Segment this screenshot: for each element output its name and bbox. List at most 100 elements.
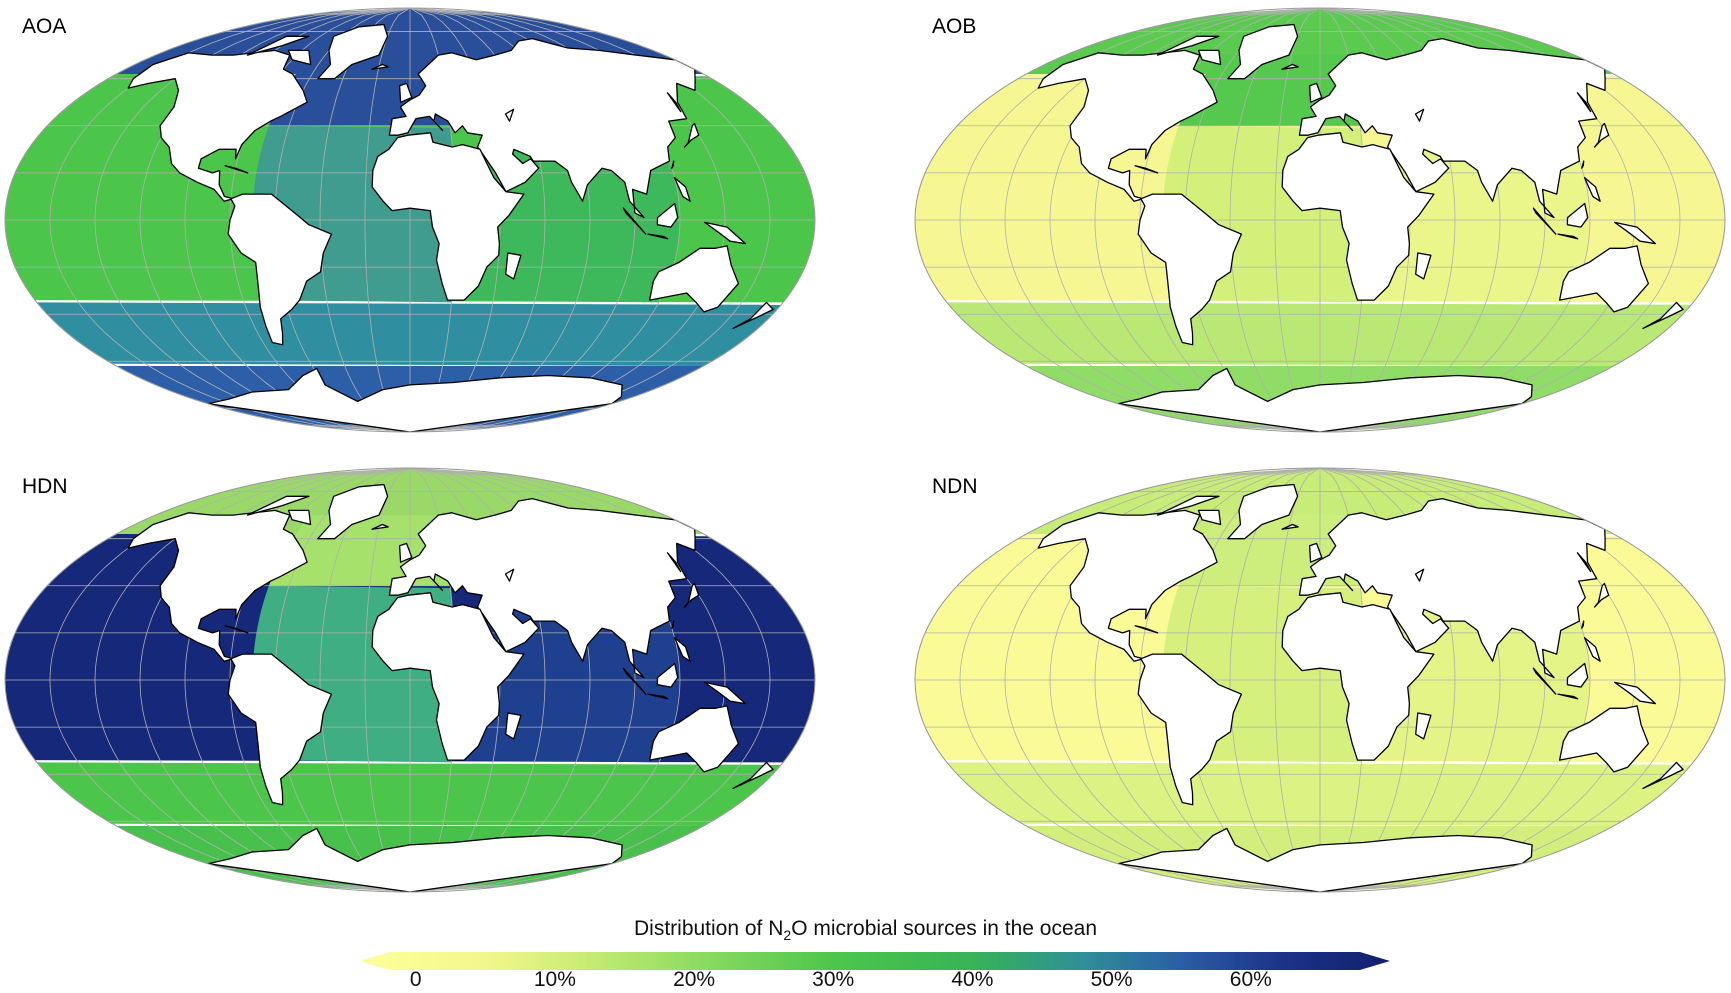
island — [1156, 495, 1220, 516]
island — [246, 495, 310, 516]
island — [647, 233, 669, 240]
landmass-greenland — [1227, 23, 1299, 80]
map-frame — [914, 7, 1726, 433]
island — [371, 63, 389, 70]
colorbar-tick-label: 50% — [1090, 968, 1133, 991]
island — [1281, 523, 1299, 530]
island — [622, 207, 647, 235]
island — [1156, 35, 1220, 56]
landmass-australia — [648, 705, 740, 773]
island — [1197, 509, 1222, 526]
island — [1197, 49, 1222, 66]
island — [647, 693, 669, 700]
island — [371, 523, 389, 530]
landmass-eurasia — [388, 497, 696, 679]
island — [1134, 625, 1159, 634]
panel-label-aob: AOB — [932, 15, 977, 38]
island — [671, 620, 675, 629]
landmass-australia — [1558, 245, 1650, 313]
colorbar-tick-label: 30% — [812, 968, 855, 991]
landmass-africa — [1281, 592, 1435, 761]
island — [1532, 667, 1557, 695]
colorbar-tick-label: 40% — [951, 968, 994, 991]
ocean-region-southern — [36, 302, 782, 366]
ocean-region-southern — [946, 302, 1692, 366]
island — [1415, 712, 1432, 740]
world-map-aoa — [4, 7, 816, 433]
island — [1642, 761, 1684, 790]
map-frame — [4, 467, 816, 893]
island — [287, 49, 312, 66]
landmass-south-america — [1137, 193, 1243, 346]
panel-label-aoa: AOA — [22, 15, 67, 38]
ocean-region-southern — [36, 762, 782, 826]
landmass-antarctica — [1117, 367, 1533, 432]
landmass-australia — [1558, 705, 1650, 773]
colorbar-title: Distribution of N2O microbial sources in… — [634, 917, 1097, 944]
landmass-eurasia — [1298, 497, 1606, 679]
island — [1308, 82, 1323, 103]
island — [398, 82, 413, 103]
ocean-region-southern — [946, 762, 1692, 826]
map-frame — [4, 7, 816, 433]
landmass-antarctica — [207, 367, 623, 432]
island — [656, 202, 679, 228]
island — [1583, 636, 1601, 662]
island — [666, 552, 682, 573]
world-map-hdn — [4, 467, 816, 893]
map-panel-ndn: NDN — [910, 460, 1730, 900]
island — [1566, 202, 1589, 228]
landmass-eurasia — [388, 37, 696, 219]
landmass-north-america — [1037, 509, 1218, 662]
landmass-antarctica — [207, 827, 623, 892]
island — [1566, 662, 1589, 688]
island — [732, 301, 774, 330]
island — [1281, 63, 1299, 70]
landmass-south-america — [227, 193, 333, 346]
colorbar-tick-label: 10% — [533, 968, 576, 991]
island — [1593, 122, 1610, 148]
landmass-north-america — [127, 49, 308, 202]
landmass-eurasia — [1298, 37, 1606, 219]
colorbar-tick-label: 0 — [409, 968, 422, 991]
island — [673, 176, 691, 202]
island — [1576, 552, 1592, 573]
island — [1557, 233, 1579, 240]
island — [505, 252, 522, 280]
map-panel-aob: AOB — [910, 0, 1730, 440]
map-panel-aoa: AOA — [0, 0, 820, 440]
landmass-africa — [371, 132, 525, 301]
island — [398, 542, 413, 563]
island — [1581, 620, 1585, 629]
map-frame — [914, 467, 1726, 893]
colorbar-tick-label: 60% — [1229, 968, 1272, 991]
landmass-north-america — [1037, 49, 1218, 202]
landmass-north-america — [127, 509, 308, 662]
world-map-aob — [914, 7, 1726, 433]
island — [1642, 301, 1684, 330]
landmass-africa — [1281, 132, 1435, 301]
island — [683, 122, 700, 148]
panel-label-hdn: HDN — [22, 475, 68, 498]
colorbar-tick-label: 20% — [673, 968, 716, 991]
island — [246, 35, 310, 56]
landmass-africa — [371, 592, 525, 761]
panel-label-ndn: NDN — [932, 475, 978, 498]
island — [732, 761, 774, 790]
island — [1415, 252, 1432, 280]
landmass-south-america — [1137, 653, 1243, 806]
island — [1414, 568, 1425, 582]
landmass-greenland — [1227, 483, 1299, 540]
island — [1532, 207, 1557, 235]
island — [1614, 221, 1657, 245]
island — [1576, 92, 1592, 113]
island — [287, 509, 312, 526]
island — [504, 108, 515, 122]
landmass-greenland — [317, 483, 389, 540]
island — [704, 681, 747, 705]
island — [1557, 693, 1579, 700]
landmass-south-america — [227, 653, 333, 806]
island — [666, 92, 682, 113]
island — [673, 636, 691, 662]
island — [1414, 108, 1425, 122]
